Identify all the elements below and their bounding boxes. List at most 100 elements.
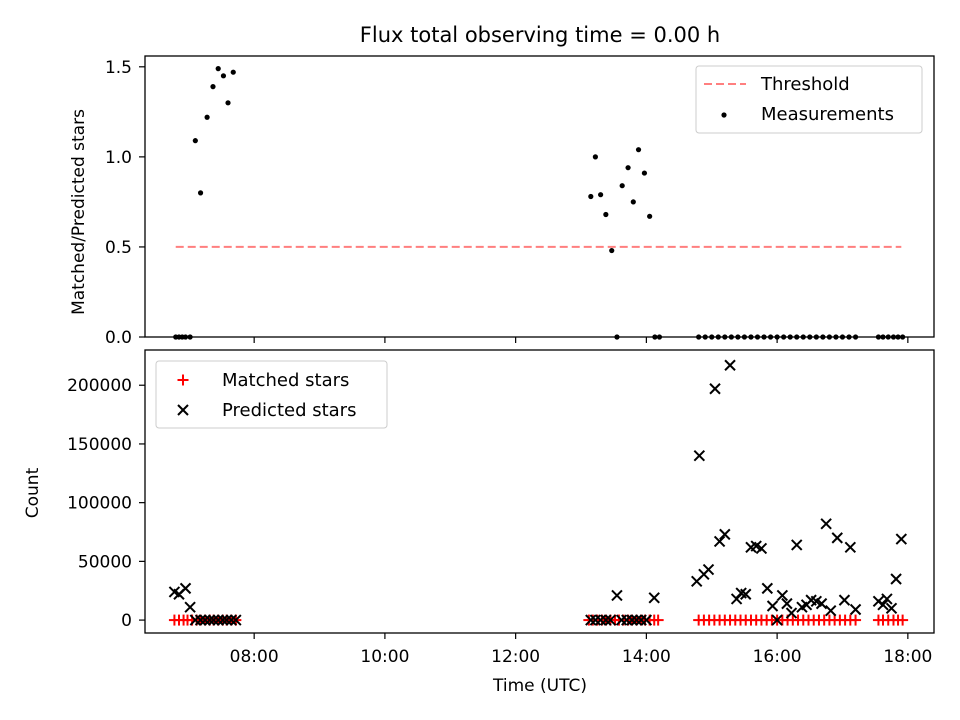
predicted-star-stroke-b — [719, 528, 731, 541]
top-y-tick-label: 0.0 — [105, 328, 132, 348]
predicted-star-stroke-b — [815, 597, 828, 610]
top-x-axis — [253, 337, 909, 343]
predicted-star-stroke-b — [600, 614, 612, 626]
predicted-star-stroke-b — [199, 614, 211, 626]
predicted-star-marker — [702, 563, 715, 576]
predicted-star-marker — [217, 614, 229, 626]
measurement-point — [625, 165, 631, 171]
predicted-star-stroke-b — [805, 594, 817, 606]
legend-measurements-swatch — [721, 112, 727, 118]
bottom-x-axis: 08:00 10:00 12:00 14:00 16:00 18:00 — [230, 633, 932, 667]
predicted-star-stroke-b — [621, 614, 633, 626]
legend-matched-swatch — [177, 374, 189, 386]
predicted-star-marker — [604, 614, 617, 626]
predicted-star-stroke-b — [194, 614, 207, 626]
predicted-star-marker — [194, 614, 207, 626]
predicted-star-stroke-b — [791, 539, 803, 551]
predicted-star-stroke-b — [895, 533, 908, 545]
predicted-star-stroke-b — [635, 614, 647, 626]
predicted-star-marker — [212, 614, 224, 626]
predicted-star-marker — [877, 599, 889, 611]
predicted-star-marker — [594, 614, 607, 626]
predicted-star-marker — [207, 614, 220, 626]
predicted-star-stroke-b — [755, 542, 768, 555]
bottom-x-tick-label: 10:00 — [360, 647, 409, 667]
bottom-panel: 0 50000 100000 150000 200000 08:00 10:00 12:00… — [23, 349, 935, 696]
measurement-point — [215, 66, 221, 72]
predicted-star-stroke-b — [230, 614, 242, 626]
predicted-star-stroke-b — [221, 614, 233, 626]
predicted-star-marker — [890, 573, 902, 585]
predicted-star-stroke-b — [750, 540, 762, 552]
predicted-star-stroke-b — [604, 614, 617, 626]
predicted-star-marker — [189, 614, 202, 626]
predicted-star-marker — [199, 614, 211, 626]
predicted-star-marker — [600, 614, 612, 626]
measurement-point — [225, 100, 231, 106]
top-y-tick-label: 0.5 — [105, 238, 132, 258]
predicted-star-marker — [771, 614, 783, 626]
predicted-star-marker — [615, 614, 628, 626]
predicted-star-stroke-b — [626, 614, 638, 626]
predicted-star-stroke-b — [594, 614, 607, 626]
matched-star-marker — [850, 614, 862, 626]
predicted-star-marker — [589, 614, 602, 626]
measurement-point — [598, 192, 604, 198]
measurement-point — [588, 193, 594, 200]
bottom-x-tick-label: 16:00 — [753, 647, 802, 667]
predicted-star-marker — [820, 518, 832, 530]
legend-matched-label: Matched stars — [222, 370, 349, 391]
predicted-star-stroke-b — [766, 600, 779, 612]
predicted-star-stroke-b — [890, 573, 902, 585]
predicted-star-stroke-b — [630, 614, 643, 626]
predicted-star-stroke-b — [693, 449, 706, 462]
predicted-star-stroke-b — [611, 589, 623, 602]
predicted-star-stroke-b — [781, 597, 793, 610]
measurement-point — [635, 147, 642, 153]
predicted-star-stroke-b — [184, 601, 196, 613]
bottom-x-tick-label: 08:00 — [230, 647, 279, 667]
predicted-star-stroke-b — [168, 586, 181, 598]
predicted-star-stroke-b — [212, 614, 224, 626]
predicted-star-marker — [785, 607, 798, 619]
top-y-axis-label: Matched/Predicted stars — [69, 109, 89, 315]
predicted-star-marker — [184, 601, 196, 613]
predicted-star-stroke-b — [785, 607, 798, 619]
bottom-axes-frame — [144, 349, 935, 634]
measurement-point — [641, 170, 648, 176]
bottom-y-tick-label: 0 — [121, 611, 132, 631]
predicted-star-stroke-b — [735, 587, 747, 599]
predicted-star-marker — [791, 539, 803, 551]
predicted-star-stroke-b — [761, 582, 774, 595]
predicted-star-marker — [719, 528, 731, 541]
predicted-star-stroke-b — [585, 614, 597, 626]
chart-title: Flux total observing time = 0.00 h — [360, 23, 720, 47]
predicted-star-marker — [755, 542, 768, 555]
predicted-star-marker — [230, 614, 242, 626]
matched-star-marker — [897, 614, 909, 626]
bottom-y-tick-label: 200000 — [67, 376, 132, 396]
predicted-star-stroke-b — [810, 595, 823, 608]
bottom-x-tick-label: 14:00 — [622, 647, 671, 667]
predicted-star-stroke-b — [771, 614, 783, 626]
predicted-star-marker — [781, 597, 793, 610]
measurement-point — [609, 247, 615, 254]
legend-predicted-label: Predicted stars — [222, 400, 356, 421]
measurement-point — [603, 211, 609, 218]
predicted-star-marker — [724, 359, 736, 371]
predicted-star-marker — [831, 532, 843, 544]
top-panel: 0.0 0.5 1.0 1.5 Matched/Predicted stars Thr… — [69, 55, 935, 348]
legend-measurements-label: Measurements — [761, 104, 894, 125]
predicted-star-marker — [885, 602, 898, 615]
predicted-star-stroke-b — [825, 604, 837, 617]
predicted-star-marker — [585, 614, 597, 626]
predicted-star-stroke-b — [640, 614, 653, 626]
predicted-star-stroke-b — [831, 532, 843, 544]
bottom-legend: Matched stars Predicted stars — [155, 360, 388, 429]
predicted-star-marker — [621, 614, 633, 626]
predicted-star-stroke-b — [844, 541, 857, 553]
predicted-star-marker — [648, 592, 660, 604]
predicted-star-marker — [815, 597, 828, 610]
predicted-star-stroke-b — [877, 599, 889, 611]
